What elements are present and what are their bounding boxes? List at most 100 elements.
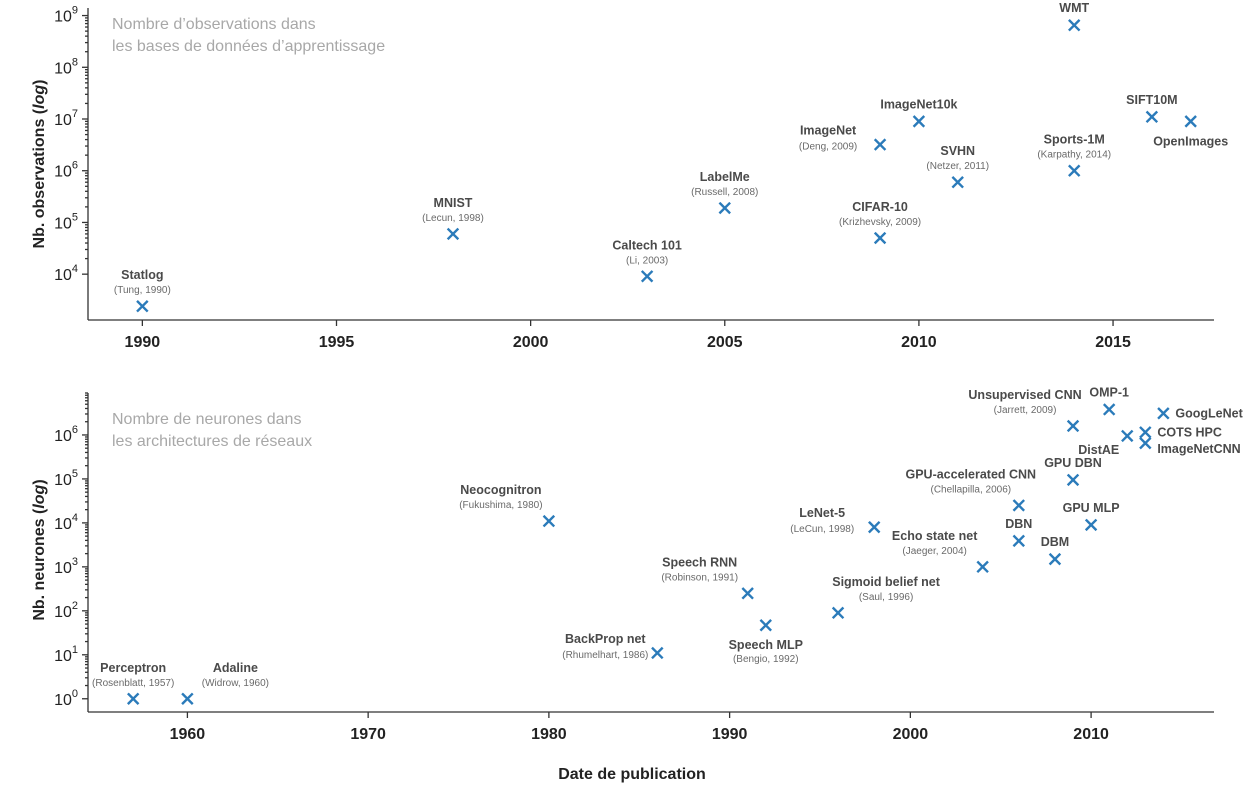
label-distae: DistAE xyxy=(1078,443,1119,457)
point-sift10m: SIFT10M xyxy=(1126,93,1178,124)
citation-svhn: (Netzer, 2011) xyxy=(926,161,989,172)
label-dbm: DBM xyxy=(1041,535,1069,549)
point-distae: DistAE xyxy=(1078,429,1134,457)
point-perceptron: Perceptron (Rosenblatt, 1957) xyxy=(92,661,174,705)
ylabel-observations-part-1: Nb. observations ( xyxy=(31,108,48,248)
y-tick-label-1e8: 108 xyxy=(54,56,78,77)
caption-neurons-line-1: Nombre de neurones dans xyxy=(112,411,301,428)
label-sigmoid-belief-net: Sigmoid belief net xyxy=(832,575,940,589)
label-speech-mlp: Speech MLP xyxy=(729,638,803,652)
point-speech-rnn: Speech RNN (Robinson, 1991) xyxy=(661,555,754,600)
marker-perceptron xyxy=(126,692,140,705)
y-tick-exponent: 7 xyxy=(72,108,78,120)
label-speech-rnn: Speech RNN xyxy=(662,555,737,569)
label-gpu-dbn: GPU DBN xyxy=(1044,456,1102,470)
marker-adaline xyxy=(181,692,194,705)
label-neocognitron: Neocognitron xyxy=(460,483,541,497)
citation-caltech-101: (Li, 2003) xyxy=(626,255,668,266)
y-tick-label-1e5: 105 xyxy=(54,468,78,489)
x-tick-label-1980: 1980 xyxy=(531,726,567,743)
label-cots-hpc: COTS HPC xyxy=(1157,425,1222,439)
point-sports-1m: Sports-1M (Karpathy, 2014) xyxy=(1037,133,1111,177)
y-tick-exponent: 6 xyxy=(72,424,78,436)
y-tick-base: 10 xyxy=(54,604,72,621)
citation-speech-mlp: (Bengio, 1992) xyxy=(733,654,799,665)
y-tick-exponent: 5 xyxy=(72,468,78,480)
citation-perceptron: (Rosenblatt, 1957) xyxy=(92,678,174,689)
label-imagenetcnn: ImageNetCNN xyxy=(1157,442,1240,456)
point-svhn: SVHN (Netzer, 2011) xyxy=(926,144,989,189)
point-imagenetcnn: ImageNetCNN xyxy=(1139,436,1241,456)
point-echo-state-net: Echo state net (Jaeger, 2004) xyxy=(892,529,989,574)
x-tick-label-2005: 2005 xyxy=(707,334,743,351)
x-tick-label-1990: 1990 xyxy=(712,726,748,743)
marker-distae xyxy=(1121,429,1134,443)
point-cifar-10: CIFAR-10 (Krizhevsky, 2009) xyxy=(839,200,921,245)
label-sift10m: SIFT10M xyxy=(1126,93,1177,107)
citation-labelme: (Russell, 2008) xyxy=(691,187,758,198)
marker-statlog xyxy=(136,300,149,313)
marker-caltech-101 xyxy=(640,270,654,283)
marker-backprop-net xyxy=(651,646,664,660)
point-wmt: WMT xyxy=(1059,1,1090,32)
point-dbn: DBN xyxy=(1005,517,1032,548)
label-cifar-10: CIFAR-10 xyxy=(852,200,908,214)
axes-observations: 1990 1995 2000 2005 2010 20151041051061071081… xyxy=(54,5,1214,351)
y-tick-base: 10 xyxy=(54,164,72,181)
label-omp-1: OMP-1 xyxy=(1089,385,1129,399)
marker-svhn xyxy=(951,176,964,189)
x-tick-label-2010: 2010 xyxy=(1073,726,1109,743)
citation-backprop-net: (Rhumelhart, 1986) xyxy=(562,650,648,661)
point-openimages: OpenImages xyxy=(1153,115,1228,148)
point-gpu-mlp: GPU MLP xyxy=(1063,501,1120,532)
citation-gpu-accelerated-cnn: (Chellapilla, 2006) xyxy=(930,484,1011,495)
axes-neurons: 1960 1970 1980 1990 2000 20101001011021031041… xyxy=(54,392,1214,743)
y-tick-exponent: 5 xyxy=(72,211,78,223)
point-sigmoid-belief-net: Sigmoid belief net (Saul, 1996) xyxy=(831,575,941,620)
y-tick-exponent: 9 xyxy=(72,5,78,17)
label-caltech-101: Caltech 101 xyxy=(612,238,682,252)
x-tick-label-2015: 2015 xyxy=(1095,334,1131,351)
marker-labelme xyxy=(718,201,731,215)
point-cots-hpc: COTS HPC xyxy=(1139,425,1222,439)
marker-wmt xyxy=(1068,19,1081,32)
marker-sports-1m xyxy=(1068,164,1081,177)
point-imagenet10k: ImageNet10k xyxy=(880,97,958,128)
y-tick-exponent: 2 xyxy=(72,600,78,612)
label-dbn: DBN xyxy=(1005,517,1032,531)
citation-statlog: (Tung, 1990) xyxy=(114,285,171,296)
y-tick-label-1e7: 107 xyxy=(54,108,78,129)
marker-gpu-accelerated-cnn xyxy=(1012,499,1025,512)
y-tick-base: 10 xyxy=(54,9,72,26)
y-tick-label-1e9: 109 xyxy=(54,5,78,26)
y-tick-base: 10 xyxy=(54,428,72,445)
y-tick-label-1e5: 105 xyxy=(54,211,78,232)
citation-unsupervised-cnn: (Jarrett, 2009) xyxy=(994,405,1057,416)
label-mnist: MNIST xyxy=(434,196,473,210)
y-tick-base: 10 xyxy=(54,472,72,489)
caption-observations-line-2: les bases de données d’apprentissage xyxy=(112,38,385,55)
point-gpu-dbn: GPU DBN xyxy=(1044,456,1102,487)
y-tick-label-1e0: 100 xyxy=(54,688,78,709)
marker-cots-hpc xyxy=(1139,426,1152,439)
y-tick-label-1e3: 103 xyxy=(54,556,78,577)
marker-openimages xyxy=(1184,115,1197,128)
y-tick-label-1e4: 104 xyxy=(54,512,78,533)
marker-omp-1 xyxy=(1102,403,1116,416)
caption-observations-line-1: Nombre d’observations dans xyxy=(112,16,316,33)
label-imagenet: ImageNet xyxy=(800,124,857,138)
point-backprop-net: BackProp net (Rhumelhart, 1986) xyxy=(562,632,664,661)
point-labelme: LabelMe (Russell, 2008) xyxy=(691,170,758,215)
point-gpu-accelerated-cnn: GPU-accelerated CNN (Chellapilla, 2006) xyxy=(905,467,1036,512)
ylabel-observations: Nb. observations (log) xyxy=(31,80,48,249)
citation-cifar-10: (Krizhevsky, 2009) xyxy=(839,217,921,228)
y-tick-exponent: 1 xyxy=(72,644,78,656)
marker-dbm xyxy=(1048,552,1062,566)
y-tick-label-1e6: 106 xyxy=(54,424,78,445)
y-tick-label-1e6: 106 xyxy=(54,160,78,181)
point-lenet-5: LeNet-5 (LeCun, 1998) xyxy=(790,506,881,535)
label-openimages: OpenImages xyxy=(1153,134,1228,148)
label-wmt: WMT xyxy=(1059,1,1089,15)
citation-lenet-5: (LeCun, 1998) xyxy=(790,524,854,535)
